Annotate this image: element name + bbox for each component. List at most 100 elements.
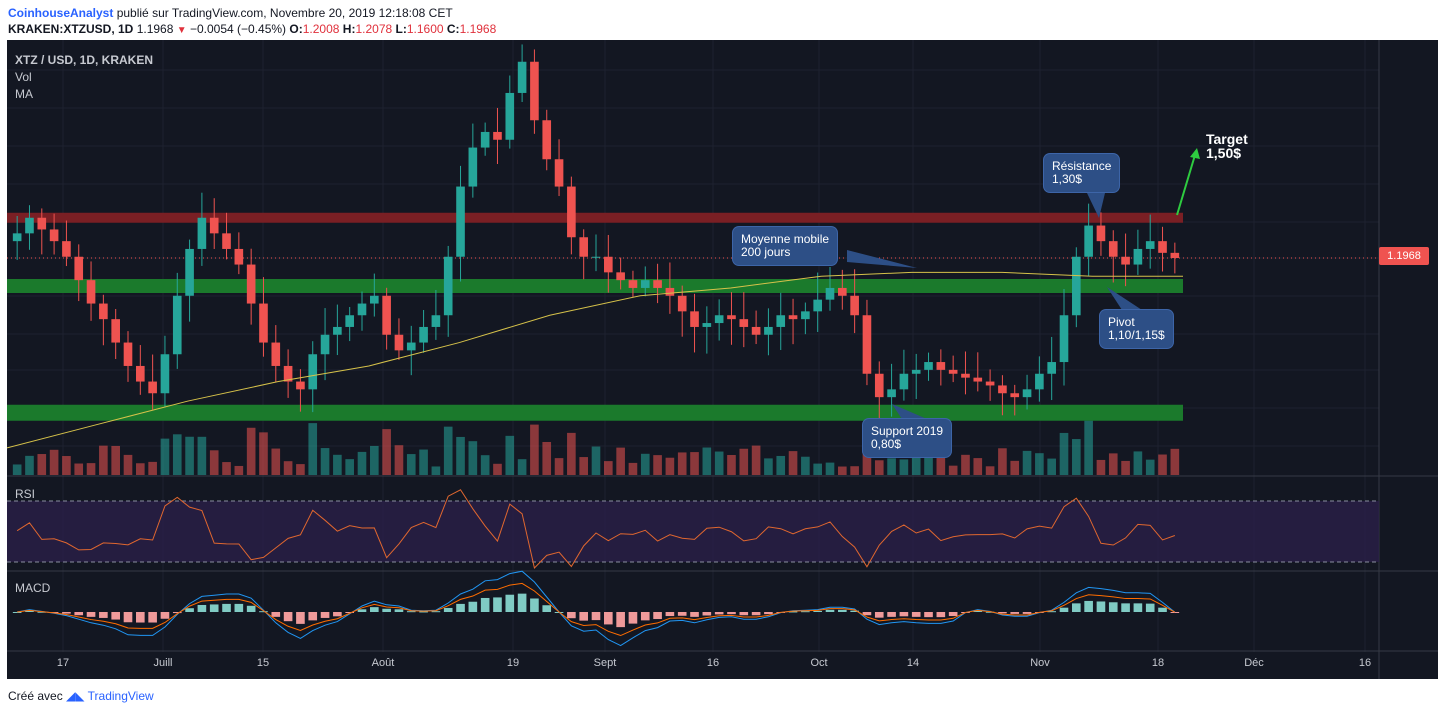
ma-200-line [7,271,1183,449]
macd-histogram-bar [370,607,379,612]
chart-area[interactable]: XTZ / USD, 1D, KRAKEN Vol MA RSI MACD Ré… [7,40,1438,679]
open-label: O: [289,22,303,36]
resistance-value: 1,30$ [1052,172,1083,186]
volume-bar [505,435,515,475]
candle-body [591,256,601,258]
volume-bar [727,455,736,475]
macd-indicator-label[interactable]: MACD [15,581,51,595]
pivot-annotation[interactable]: Pivot 1,10/1,15$ [1100,310,1173,348]
support-value: 0,80$ [871,437,902,451]
candle-body [1108,241,1118,257]
symbol-label: KRAKEN:XTZUSD, 1D [8,22,134,36]
macd-histogram-bar [25,610,34,612]
volume-bar [136,463,145,475]
macd-histogram-bar [111,612,120,620]
volume-bar [320,448,330,475]
volume-bar [936,455,946,475]
target-arrowhead-icon [1190,148,1200,159]
candle-body [850,295,859,316]
candle-body [370,295,379,304]
x-axis-tick: Déc [1244,657,1264,669]
macd-histogram-bar [874,612,884,618]
x-axis-tick: 16 [1358,657,1372,669]
candle-body [665,287,675,296]
volume-bar [1084,420,1093,475]
volume-bar [591,446,601,475]
candle-body [714,315,724,324]
volume-bar [998,448,1007,475]
macd-histogram-bar [505,594,515,612]
volume-bar [160,438,170,475]
candle-body [616,272,625,281]
candle-body [739,319,749,327]
support-annotation[interactable]: Support 2019 0,80$ [863,419,952,457]
macd-histogram-bar [99,612,108,618]
volume-indicator-label[interactable]: Vol [15,70,32,84]
volume-bar [493,463,502,475]
candle-body [1059,315,1069,363]
candle-body [222,233,231,249]
volume-bar [296,464,305,475]
resistance-annotation[interactable]: Résistance 1,30$ [1044,154,1120,192]
candle-body [271,342,281,366]
volume-bar [825,462,835,475]
candle-body [1096,225,1106,242]
candle-body [554,159,564,187]
volume-bar [443,426,453,475]
volume-bar [1170,448,1180,475]
target-arrow [1176,154,1196,216]
candle-body [185,248,194,296]
volume-bar [899,459,909,475]
macd-histogram-bar [185,608,194,612]
published-info: publié sur TradingView.com, Novembre 20,… [116,6,453,20]
candle-body [911,369,921,374]
candle-body [973,377,983,382]
macd-histogram-bar [899,612,909,617]
candle-body [801,311,810,320]
candle-body [99,303,108,320]
target-value: 1,50$ [1206,145,1242,161]
volume-bar [714,451,724,475]
candle-body [296,381,305,390]
volume-bar [333,454,342,475]
volume-bar [431,466,441,475]
candle-body [148,381,157,394]
moving-average-annotation[interactable]: Moyenne mobile 200 jours [733,227,838,265]
candle-body [209,217,219,234]
macd-histogram-bar [665,612,675,617]
macd-histogram-bar [751,612,761,616]
macd-histogram-bar [985,611,995,613]
candle-body [948,369,958,374]
candle-body [419,326,428,343]
candle-body [653,280,662,288]
macd-histogram-bar [911,612,921,617]
macd-histogram-bar [222,603,231,612]
support-band [7,404,1183,421]
tradingview-link[interactable]: TradingView [87,689,154,703]
rsi-indicator-label[interactable]: RSI [15,487,36,501]
candle-body [1084,225,1093,257]
macd-histogram-bar [727,612,736,615]
volume-bar [197,436,207,475]
macd-histogram-bar [640,612,650,621]
volume-bar [234,465,244,475]
target-annotation[interactable]: Target 1,50$ [1206,132,1248,160]
candle-body [838,287,847,296]
macd-histogram-bar [1047,611,1056,613]
macd-histogram-bar [653,612,662,620]
volume-bar [1010,460,1020,475]
candle-body [604,256,613,273]
footer-text: Créé avec [8,689,63,703]
down-triangle-icon: ▼ [176,25,187,36]
x-axis-tick: Août [371,657,395,669]
chart-canvas[interactable] [7,40,1438,679]
macd-histogram-bar [246,605,256,612]
author-link[interactable]: CoinhouseAnalyst [8,6,114,20]
macd-histogram-bar [702,612,712,616]
support-pointer [892,404,927,419]
macd-histogram-bar [62,612,71,614]
candle-body [283,365,293,382]
candle-body [123,342,133,366]
volume-bar [788,451,798,475]
ma-indicator-label[interactable]: MA [15,87,33,101]
